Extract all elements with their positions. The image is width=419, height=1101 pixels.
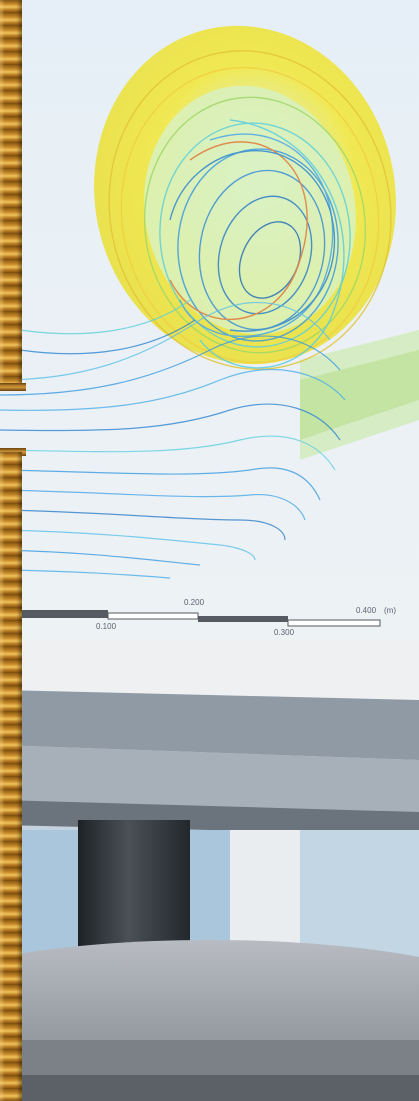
scale-label-0400: 0.400 [356,606,377,615]
scale-unit: (m) [384,606,396,615]
gold-frame-top-rail [0,0,22,387]
scale-label-0200: 0.200 [184,598,205,607]
gold-frame-bottom-rail [0,452,22,1101]
gold-frame-joint [0,383,26,391]
scale-label-0100: 0.100 [96,622,117,631]
scale-label-0300: 0.300 [274,628,295,637]
scale-bar [22,610,381,627]
